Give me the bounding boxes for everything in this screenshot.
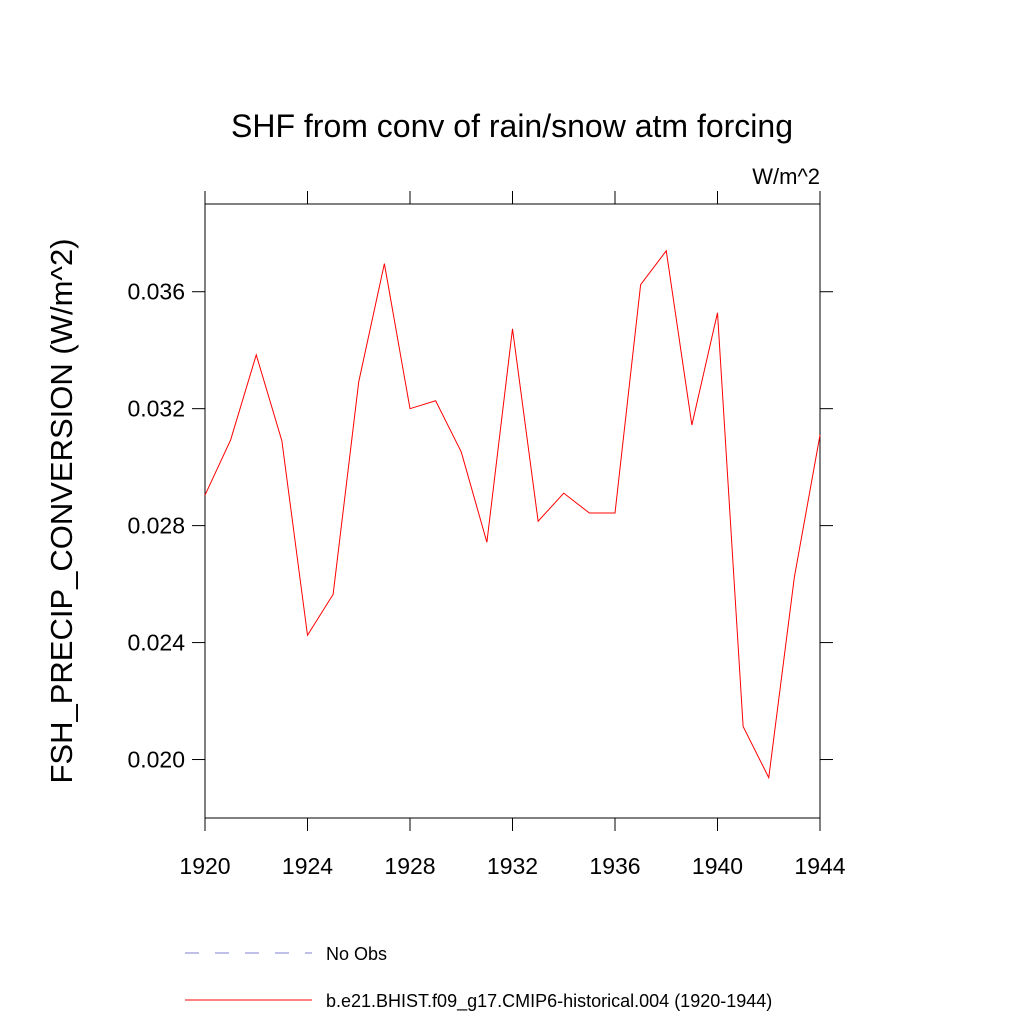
series-line: [204, 249, 821, 780]
x-tick-label: 1932: [487, 853, 538, 879]
chart-title: SHF from conv of rain/snow atm forcing: [231, 108, 793, 144]
legend-label: No Obs: [326, 944, 387, 964]
y-tick-label: 0.036: [127, 279, 185, 305]
y-tick-label: 0.020: [127, 747, 185, 773]
y-axis-label: FSH_PRECIP_CONVERSION (W/m^2): [44, 238, 79, 783]
x-tick-label: 1928: [384, 853, 435, 879]
y-tick-label: 0.024: [127, 630, 185, 656]
x-tick-label: 1920: [179, 853, 230, 879]
x-tick-label: 1940: [692, 853, 743, 879]
x-tick-label: 1936: [589, 853, 640, 879]
y-tick-label: 0.032: [127, 396, 185, 422]
y-tick-label: 0.028: [127, 513, 185, 539]
x-tick-label: 1944: [794, 853, 845, 879]
legend-label: b.e21.BHIST.f09_g17.CMIP6-historical.004…: [326, 991, 772, 1012]
units-label: W/m^2: [752, 164, 820, 189]
x-tick-label: 1924: [282, 853, 333, 879]
